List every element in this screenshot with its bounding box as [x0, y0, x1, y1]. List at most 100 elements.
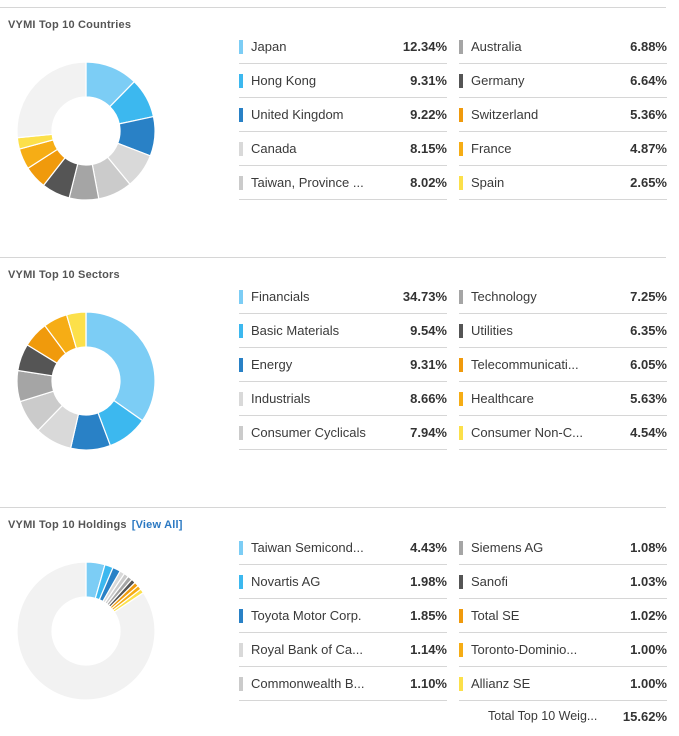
legend-swatch: [459, 324, 463, 338]
legend-label: Switzerland: [471, 107, 539, 122]
legend-value: 4.54%: [630, 425, 667, 440]
legend-row: United Kingdom 9.22%: [239, 98, 447, 132]
legend-label: United Kingdom: [251, 107, 344, 122]
legend-label: Toronto-Dominio...: [471, 642, 578, 657]
legend-label: Telecommunicati...: [471, 357, 579, 372]
legend-swatch: [239, 324, 243, 338]
legend-swatch: [239, 541, 243, 555]
legend-label: Financials: [251, 289, 310, 304]
legend-swatch: [459, 40, 463, 54]
section-divider: [0, 507, 666, 508]
legend-row: Telecommunicati... 6.05%: [459, 348, 667, 382]
legend-row: Total SE 1.02%: [459, 599, 667, 633]
legend-swatch: [239, 74, 243, 88]
legend-row: Commonwealth B... 1.10%: [239, 667, 447, 701]
legend-value: 8.15%: [410, 141, 447, 156]
legend-row: Energy 9.31%: [239, 348, 447, 382]
legend-value: 9.31%: [410, 73, 447, 88]
legend-label: France: [471, 141, 512, 156]
total-label: Total Top 10 Weig...: [488, 709, 598, 723]
legend-swatch: [459, 290, 463, 304]
legend-row: Taiwan, Province ... 8.02%: [239, 166, 447, 200]
sectors-legend-left: Financials 34.73% Basic Materials 9.54% Ener…: [239, 280, 447, 450]
legend-swatch: [459, 392, 463, 406]
legend-swatch: [459, 176, 463, 190]
legend-swatch: [239, 643, 243, 657]
legend-value: 8.66%: [410, 391, 447, 406]
holdings-legend-right: Siemens AG 1.08% Sanofi 1.03% Total SE 1.02% T…: [459, 531, 667, 701]
legend-row: Sanofi 1.03%: [459, 565, 667, 599]
total-top10-weight: Total Top 10 Weig... 15.62%: [488, 709, 667, 725]
legend-row: Industrials 8.66%: [239, 382, 447, 416]
legend-value: 7.25%: [630, 289, 667, 304]
legend-value: 1.00%: [630, 642, 667, 657]
legend-swatch: [239, 677, 243, 691]
countries-legend-right: Australia 6.88% Germany 6.64% Switzerland 5.3…: [459, 30, 667, 200]
legend-value: 5.63%: [630, 391, 667, 406]
legend-value: 1.00%: [630, 676, 667, 691]
legend-swatch: [239, 392, 243, 406]
legend-value: 1.85%: [410, 608, 447, 623]
legend-row: Royal Bank of Ca... 1.14%: [239, 633, 447, 667]
legend-value: 1.14%: [410, 642, 447, 657]
legend-value: 9.54%: [410, 323, 447, 338]
legend-row: Taiwan Semicond... 4.43%: [239, 531, 447, 565]
legend-row: Switzerland 5.36%: [459, 98, 667, 132]
legend-swatch: [459, 426, 463, 440]
legend-label: Consumer Non-C...: [471, 425, 583, 440]
legend-swatch: [239, 426, 243, 440]
legend-swatch: [239, 40, 243, 54]
legend-row: Financials 34.73%: [239, 280, 447, 314]
legend-label: Technology: [471, 289, 537, 304]
legend-label: Hong Kong: [251, 73, 317, 88]
legend-label: Germany: [471, 73, 525, 88]
legend-label: Taiwan Semicond...: [251, 540, 364, 555]
legend-row: Basic Materials 9.54%: [239, 314, 447, 348]
legend-swatch: [459, 677, 463, 691]
legend-label: Taiwan, Province ...: [251, 175, 364, 190]
legend-value: 4.43%: [410, 540, 447, 555]
legend-label: Allianz SE: [471, 676, 531, 691]
legend-swatch: [459, 609, 463, 623]
legend-label: Novartis AG: [251, 574, 321, 589]
view-all-link[interactable]: [View All]: [131, 519, 183, 531]
legend-value: 4.87%: [630, 141, 667, 156]
holdings-donut: [16, 561, 156, 701]
legend-label: Siemens AG: [471, 540, 544, 555]
legend-row: Utilities 6.35%: [459, 314, 667, 348]
legend-label: Royal Bank of Ca...: [251, 642, 363, 657]
donut-slice-other: [16, 561, 156, 701]
legend-value: 1.10%: [410, 676, 447, 691]
legend-label: Sanofi: [471, 574, 508, 589]
legend-row: Spain 2.65%: [459, 166, 667, 200]
holdings-title-text: VYMI Top 10 Holdings: [8, 519, 127, 531]
legend-swatch: [239, 108, 243, 122]
legend-swatch: [459, 74, 463, 88]
legend-swatch: [239, 142, 243, 156]
legend-label: Total SE: [471, 608, 520, 623]
legend-label: Energy: [251, 357, 293, 372]
holdings-legend-left: Taiwan Semicond... 4.43% Novartis AG 1.98% T…: [239, 531, 447, 701]
legend-swatch: [239, 609, 243, 623]
legend-value: 9.22%: [410, 107, 447, 122]
countries-title: VYMI Top 10 Countries: [8, 19, 132, 31]
legend-row: Technology 7.25%: [459, 280, 667, 314]
total-value: 15.62%: [622, 709, 667, 724]
legend-swatch: [239, 290, 243, 304]
sectors-legend-right: Technology 7.25% Utilities 6.35% Telecommuni…: [459, 280, 667, 450]
legend-row: Novartis AG 1.98%: [239, 565, 447, 599]
legend-value: 1.98%: [410, 574, 447, 589]
legend-value: 9.31%: [410, 357, 447, 372]
legend-row: Allianz SE 1.00%: [459, 667, 667, 701]
legend-swatch: [459, 108, 463, 122]
legend-row: France 4.87%: [459, 132, 667, 166]
legend-value: 6.05%: [630, 357, 667, 372]
section-divider: [0, 7, 666, 8]
sectors-title: VYMI Top 10 Sectors: [8, 269, 120, 281]
holdings-section: VYMI Top 10 Holdings [View All] Taiwan Se…: [0, 507, 679, 736]
holdings-title: VYMI Top 10 Holdings [View All]: [8, 519, 183, 531]
legend-row: Toronto-Dominio... 1.00%: [459, 633, 667, 667]
legend-label: Commonwealth B...: [251, 676, 365, 691]
sectors-donut: [16, 311, 156, 451]
legend-label: Spain: [471, 175, 505, 190]
